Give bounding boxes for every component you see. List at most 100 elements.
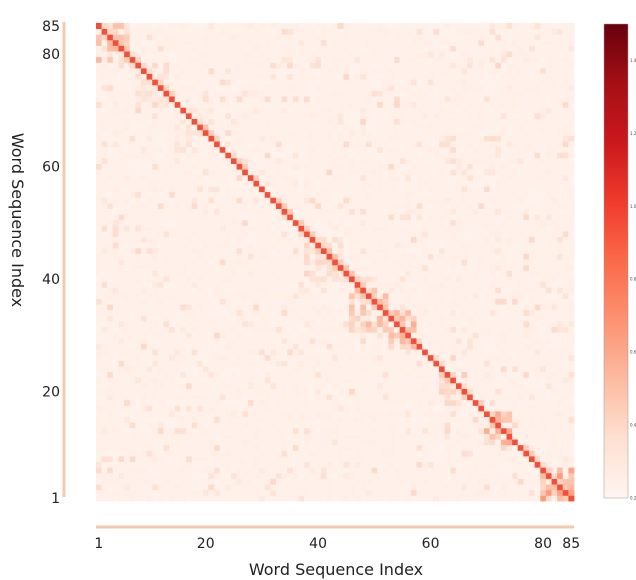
heatmap-cell — [377, 174, 384, 181]
heatmap-cell — [225, 461, 232, 468]
heatmap-cell — [388, 427, 395, 434]
heatmap-cell — [287, 326, 294, 333]
heatmap-cell — [416, 427, 423, 434]
heatmap-cell — [500, 456, 507, 463]
heatmap-cell — [118, 354, 125, 361]
heatmap-cell — [225, 337, 232, 344]
heatmap-cell — [416, 489, 423, 496]
heatmap-cell — [129, 180, 136, 187]
heatmap-cell — [517, 450, 524, 457]
heatmap-cell — [320, 388, 327, 395]
heatmap-cell — [500, 259, 507, 266]
heatmap-cell — [124, 315, 131, 322]
heatmap-cell — [467, 360, 474, 367]
heatmap-cell — [275, 219, 282, 226]
heatmap-cell — [545, 208, 552, 215]
heatmap-cell — [360, 169, 367, 176]
heatmap-cell — [247, 287, 254, 294]
heatmap-cell — [135, 456, 142, 463]
heatmap-cell — [472, 270, 479, 277]
heatmap-cell — [557, 467, 564, 474]
heatmap-cell — [275, 444, 282, 451]
heatmap-cell — [236, 472, 243, 479]
heatmap-cell — [152, 214, 159, 221]
heatmap-cell — [129, 298, 136, 305]
heatmap-cell — [512, 180, 519, 187]
heatmap-cell — [101, 427, 108, 434]
heatmap-cell — [140, 439, 148, 446]
heatmap-cell — [208, 259, 215, 266]
heatmap-cell — [259, 236, 266, 243]
heatmap-cell — [264, 416, 271, 423]
heatmap-cell — [416, 411, 423, 418]
heatmap-cell — [96, 276, 103, 283]
heatmap-cell — [185, 360, 192, 367]
heatmap-cell — [135, 332, 142, 339]
heatmap-cell — [135, 326, 142, 333]
heatmap-cell — [242, 197, 249, 204]
heatmap-cell — [354, 219, 361, 226]
heatmap-cell — [461, 360, 468, 367]
heatmap-cell — [382, 349, 389, 356]
heatmap-cell — [512, 405, 519, 412]
heatmap-cell — [320, 304, 327, 311]
heatmap-cell — [264, 427, 271, 434]
heatmap-cell — [191, 169, 198, 176]
heatmap-cell — [292, 231, 299, 238]
heatmap-cell — [472, 202, 479, 209]
heatmap-cell — [259, 231, 266, 238]
heatmap-cell — [529, 371, 536, 378]
heatmap-cell — [197, 264, 204, 271]
heatmap-cell — [230, 416, 237, 423]
heatmap-cell — [281, 444, 288, 451]
heatmap-cell — [517, 231, 524, 238]
heatmap-cell — [247, 461, 254, 468]
heatmap-cell — [517, 242, 524, 249]
heatmap-cell — [214, 287, 221, 294]
heatmap-cell — [264, 489, 271, 496]
heatmap-cell — [112, 191, 119, 198]
heatmap-cell — [230, 191, 237, 198]
heatmap-cell — [315, 382, 322, 389]
heatmap-cell — [410, 304, 417, 311]
heatmap-cell — [416, 309, 423, 316]
heatmap-cell — [230, 242, 237, 249]
heatmap-cell — [309, 360, 316, 367]
heatmap-cell — [315, 360, 322, 367]
heatmap-cell — [484, 394, 491, 401]
heatmap-cell — [394, 439, 401, 446]
heatmap-cell — [410, 287, 417, 294]
heatmap-cell — [219, 427, 226, 434]
heatmap-cell — [467, 225, 474, 232]
heatmap-cell — [461, 489, 468, 496]
heatmap-cell — [433, 202, 440, 209]
heatmap-cell — [135, 360, 142, 367]
heatmap-cell — [512, 242, 519, 249]
heatmap-cell — [124, 197, 131, 204]
heatmap-cell — [270, 247, 277, 254]
heatmap-cell — [343, 174, 350, 181]
heatmap-cell — [214, 259, 221, 266]
heatmap-cell — [332, 270, 339, 277]
heatmap-cell — [512, 202, 519, 209]
heatmap-cell — [152, 439, 159, 446]
heatmap-cell — [467, 259, 474, 266]
heatmap-cell — [174, 394, 181, 401]
heatmap-cell — [472, 191, 479, 198]
heatmap-cell — [298, 292, 305, 299]
heatmap-cell — [349, 231, 356, 238]
heatmap-cell — [562, 422, 569, 429]
heatmap-cell — [455, 388, 462, 395]
heatmap-cell — [557, 208, 564, 215]
heatmap-cell — [371, 169, 378, 176]
heatmap-cell — [360, 321, 367, 328]
heatmap-cell — [214, 236, 221, 243]
heatmap-cell — [309, 377, 316, 384]
heatmap-cell — [551, 422, 558, 429]
heatmap-cell — [214, 304, 221, 311]
heatmap-cell — [298, 399, 305, 406]
heatmap-cell — [439, 489, 446, 496]
heatmap-cell — [489, 382, 496, 389]
heatmap-cell — [320, 219, 327, 226]
heatmap-cell — [495, 366, 502, 373]
